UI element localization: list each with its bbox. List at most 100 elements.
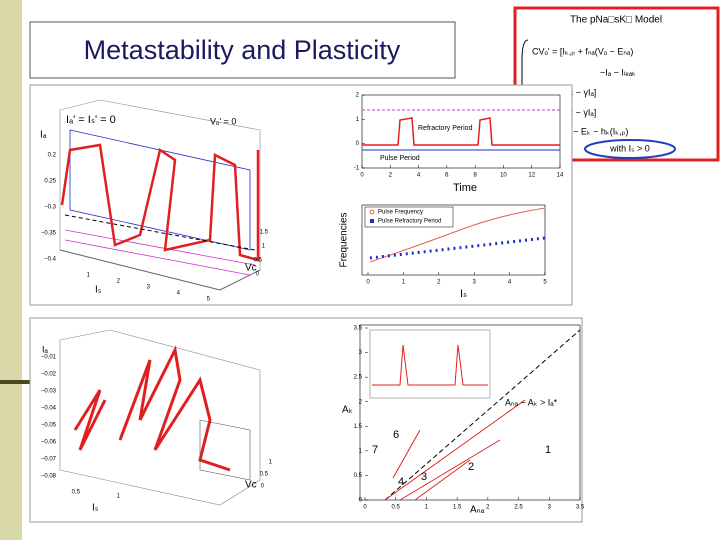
annotation: Pulse Period: [380, 155, 420, 162]
box-frame: [59, 329, 261, 506]
tick-label: −0.3: [44, 205, 57, 211]
legend-marker: [369, 209, 375, 215]
nullcline-surface: [64, 229, 256, 276]
y-tick-label: -1: [354, 166, 360, 172]
nullcline-surface: [69, 129, 251, 251]
equation: CVₒ' = [Iₖ,ₚ + fₙₐ(Vₒ − Eₙₐ): [532, 46, 633, 56]
x-tick-label: 4: [508, 280, 512, 286]
legend: [364, 206, 454, 228]
condition: with Iₛ > 0: [609, 143, 650, 153]
equation: cIₖ,ₚ' = Vₒ − Eₖ − hₖ(Iₖ,ₚ): [532, 126, 628, 136]
bottom-phase-plot: Iₐ Iₛ Vᴄ: [42, 329, 261, 514]
axes-frame: [359, 324, 581, 501]
tick-label: −0.08: [41, 474, 57, 480]
z-axis-label: Iₐ: [42, 344, 49, 354]
x-tick-label: 8: [473, 173, 477, 179]
x-axis-label: Iₛ: [92, 503, 99, 514]
x-tick-label: 1: [425, 505, 429, 511]
y-tick-label: 0: [359, 498, 363, 504]
frequency-plot: Pulse Frequency Pulse Refractory Period …: [339, 204, 546, 300]
bifurcation-plot: Aₙₐ Aₖ Aₙₐ − Aₖ > Iₐ* 1 2 3 4 6 7: [342, 324, 581, 516]
trajectory: [60, 143, 260, 262]
bottom-figure: [29, 317, 583, 523]
condition-highlight: [584, 139, 676, 159]
tick-label: 4: [177, 291, 181, 297]
equation: −Iₐ − Iₗₑₐₖ: [600, 67, 636, 77]
legend-entry: Pulse Refractory Period: [378, 219, 441, 225]
y-tick-label: 1.5: [354, 424, 363, 430]
tick-label: 3: [147, 285, 151, 291]
tick-label: 0: [261, 484, 265, 490]
x-tick-label: 3: [473, 280, 477, 286]
tick-label: 0.5: [254, 258, 263, 264]
title-box: [29, 21, 456, 79]
tick-label: −0.07: [41, 457, 57, 463]
region-label: 6: [393, 429, 399, 441]
tick-label: 1.5: [260, 230, 269, 236]
tick-label: 0: [256, 272, 260, 278]
tick-label: 0.5: [72, 490, 81, 496]
x-tick-label: 6: [445, 173, 449, 179]
y-tick-label: 3: [359, 350, 363, 356]
x-tick-label: 0: [360, 173, 364, 179]
region-label: 3: [421, 471, 427, 483]
tick-label: 1: [117, 494, 121, 500]
time-plot: Time Refractory Period Pulse Period: [361, 94, 561, 194]
y-tick-label: 1: [359, 448, 363, 454]
tick-label: −0.01: [41, 355, 57, 361]
voltage-trace: [362, 117, 560, 146]
y-tick-label: 3.5: [354, 326, 363, 332]
x-axis-label: Iₛ: [95, 285, 102, 296]
x-axis-label: Time: [453, 182, 477, 194]
x-tick-label: 0.5: [392, 505, 401, 511]
tick-label: −0.02: [41, 372, 57, 378]
x-tick-label: 3: [548, 505, 552, 511]
x-tick-label: 2.5: [514, 505, 523, 511]
region-label: 4: [398, 476, 404, 488]
tick-label: −0.35: [41, 231, 57, 237]
region-label: 2: [468, 461, 474, 473]
trajectory: [73, 345, 231, 472]
x-tick-label: 1.5: [453, 505, 462, 511]
x-axis-label: Aₙₐ: [470, 505, 485, 516]
region-label: 7: [372, 444, 378, 456]
y-tick-label: 0.5: [354, 473, 363, 479]
x-tick-label: 10: [500, 173, 507, 179]
box-frame: [59, 249, 261, 291]
inset: [369, 329, 491, 399]
x-tick-label: 4: [417, 173, 421, 179]
accent-line: [0, 380, 32, 384]
y-tick-label: 2: [356, 93, 360, 99]
side-bar: [0, 0, 22, 540]
axes-frame: [361, 204, 546, 276]
x-tick-label: 14: [557, 173, 564, 179]
tick-label: −0.03: [41, 389, 57, 395]
annotation: Refractory Period: [418, 125, 473, 132]
x-axis-label: Iₛ: [460, 288, 467, 300]
inset-trace: [372, 344, 488, 386]
y-tick-label: 2.5: [354, 375, 363, 381]
tick-label: −0.05: [41, 423, 57, 429]
legend-entry: Pulse Frequency: [378, 210, 423, 216]
top-figure: [29, 84, 573, 306]
tick-label: 0.25: [44, 179, 56, 185]
frequency-curve: [369, 207, 546, 263]
tick-label: 5: [207, 297, 211, 303]
x-tick-label: 2: [437, 280, 441, 286]
tick-label: 2: [117, 279, 121, 285]
z-axis-label: Iₐ: [40, 130, 47, 141]
y-axis-label: Aₖ: [342, 405, 353, 416]
model-title: The pNa□sK□ Model: [570, 15, 662, 26]
y-tick-label: 2: [359, 399, 363, 405]
nullcline-label: Iₐ' = Iₛ' = 0: [66, 114, 116, 126]
x-tick-label: 3.5: [576, 505, 585, 511]
y-tick-label: 1: [356, 117, 360, 123]
tick-label: −0.06: [41, 440, 57, 446]
y-axis-label: Vᴄ: [245, 480, 257, 491]
tick-label: 1: [87, 273, 91, 279]
region-label: 1: [545, 444, 551, 456]
x-tick-label: 2: [486, 505, 490, 511]
axes-frame: [361, 94, 561, 169]
